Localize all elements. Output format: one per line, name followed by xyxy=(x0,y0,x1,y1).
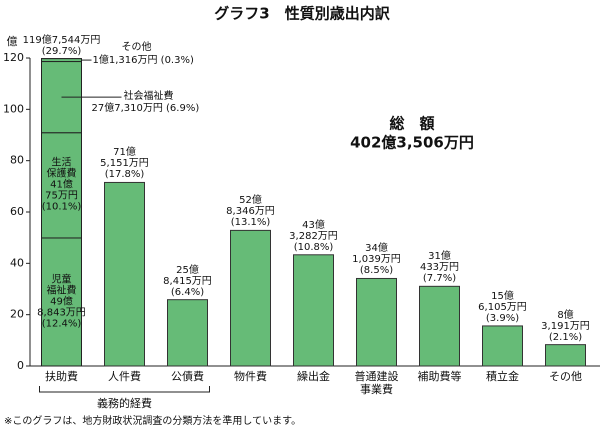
breakdown-segment xyxy=(41,58,82,63)
bar xyxy=(104,181,145,367)
breakdown-value: 41億 75万円 (10.1%) xyxy=(41,179,82,213)
total-value: 402億3,506万円 xyxy=(350,134,474,152)
value-label: 8億 3,191万円 (2.1%) xyxy=(541,309,590,343)
y-tick-label: 0 xyxy=(17,359,24,372)
x-tick-label: 公債費 xyxy=(171,370,204,383)
breakdown-name: 社会福祉費 xyxy=(123,91,174,103)
y-tick-label: 100 xyxy=(3,102,24,115)
value-label: 31億 433万円 (7.7%) xyxy=(419,251,460,285)
group-label: 義務的経費 xyxy=(97,396,152,410)
bar xyxy=(356,277,397,367)
bar xyxy=(230,229,271,367)
value-label: 15億 6,105万円 (3.9%) xyxy=(478,290,527,324)
y-axis-label: 億 xyxy=(7,35,18,48)
y-tick-label: 60 xyxy=(10,205,24,218)
x-tick-label: 物件費 xyxy=(234,370,267,383)
bar xyxy=(419,285,460,367)
breakdown-label: 生活 保護費 41億 75万円 (10.1%) xyxy=(32,158,92,213)
value-label: 52億 8,346万円 (13.1%) xyxy=(226,195,275,229)
value-label: 34億 1,039万円 (8.5%) xyxy=(352,243,401,277)
breakdown-value: 1億1,316万円 (0.3%) xyxy=(92,55,194,67)
x-tick-label: 積立金 xyxy=(486,370,519,383)
group-bracket xyxy=(39,386,210,393)
x-tick-label: 補助費等 xyxy=(417,370,462,383)
x-tick-label: 扶助費 xyxy=(45,370,78,383)
value-label: 71億 5,151万円 (17.8%) xyxy=(100,147,149,181)
breakdown-name: 児童 福祉費 xyxy=(46,274,77,297)
chart-title: グラフ3 性質別歳出内訳 xyxy=(214,5,390,23)
breakdown-label: 児童 福祉費 49億 8,843万円 (12.4%) xyxy=(32,274,92,329)
x-tick-label: 人件費 xyxy=(108,370,141,383)
value-label: 25億 8,415万円 (6.4%) xyxy=(163,264,212,298)
breakdown-name: 生活 保護費 xyxy=(46,157,77,180)
x-tick-label: 繰出金 xyxy=(297,370,330,383)
footnote: ※このグラフは、地方財政状況調査の分類方法を準用しています。 xyxy=(4,414,301,427)
value-label: 43億 3,282万円 (10.8%) xyxy=(289,219,338,253)
value-label: 119億7,544万円 (29.7%) xyxy=(22,34,101,57)
breakdown-value: 49億 8,843万円 (12.4%) xyxy=(37,296,86,330)
y-tick-label: 40 xyxy=(10,256,24,269)
total-label: 総 額 xyxy=(389,115,434,133)
x-tick-label: その他 xyxy=(549,370,582,383)
y-tick-label: 120 xyxy=(3,51,24,64)
breakdown-name: その他 xyxy=(121,42,152,54)
bar xyxy=(482,325,523,367)
bar xyxy=(293,254,334,367)
bar xyxy=(167,299,208,367)
y-tick-label: 80 xyxy=(10,154,24,167)
bar xyxy=(545,344,586,367)
y-tick-label: 20 xyxy=(10,308,24,321)
x-tick-label: 普通建設 事業費 xyxy=(354,370,399,396)
breakdown-value: 27億7,310万円 (6.9%) xyxy=(91,103,200,115)
